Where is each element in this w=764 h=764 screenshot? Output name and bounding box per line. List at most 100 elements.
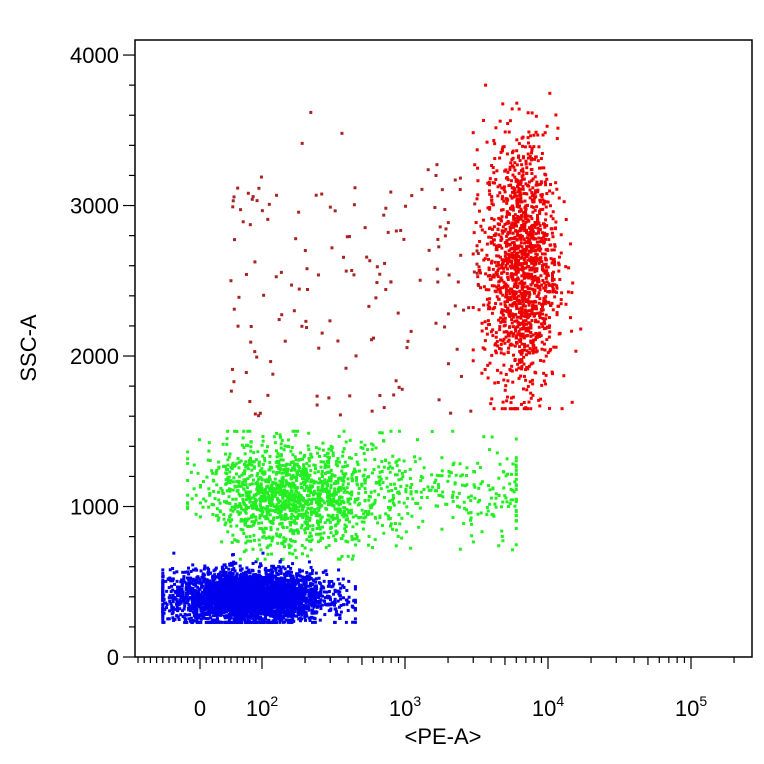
data-point [255,474,259,478]
data-point [263,620,267,624]
data-point [353,617,357,621]
data-point [458,462,462,466]
data-point [380,431,384,435]
data-point [339,500,343,504]
data-point [356,463,360,467]
data-point [242,586,246,590]
data-point [248,500,252,504]
data-point [350,538,354,542]
data-point [400,471,404,475]
data-point [245,576,249,580]
data-point [171,588,175,592]
data-point [260,467,264,471]
data-point [290,484,294,488]
data-point [313,584,317,588]
data-point [187,608,191,612]
data-point [319,536,323,540]
data-point [323,613,327,617]
data-point [310,593,314,597]
data-point [277,583,281,587]
data-point [397,469,401,473]
data-point [295,596,299,600]
data-point [305,517,309,521]
data-point [277,461,281,465]
data-point [261,551,265,555]
data-point [248,496,252,500]
data-point [282,600,286,604]
data-point [341,465,345,469]
data-point [297,573,301,577]
data-point [292,502,296,506]
data-point [347,510,351,514]
data-point [230,597,234,601]
data-point [230,563,234,567]
data-point [289,589,293,593]
data-point [232,618,236,622]
data-point [514,463,518,467]
data-point [244,620,248,624]
data-point [194,598,198,602]
data-point [203,607,207,611]
data-point [409,486,413,490]
data-point [404,487,408,491]
data-point [244,548,248,552]
data-point [245,574,249,578]
data-point [290,614,294,618]
data-point [205,579,209,583]
data-point [341,483,345,487]
data-point [350,479,354,483]
data-point [292,612,296,616]
data-point [221,585,225,589]
data-point [237,609,241,613]
data-point [249,445,253,449]
data-point [215,583,219,587]
data-point [290,584,294,588]
data-point [271,605,275,609]
data-point [276,451,280,455]
data-point [378,514,382,518]
data-point [279,567,283,571]
data-point [231,613,235,617]
data-point [239,615,243,619]
data-point [262,579,266,583]
data-point [200,598,204,602]
data-point [235,574,239,578]
data-point [291,466,295,470]
data-point [231,533,235,537]
data-point [209,583,213,587]
data-point [281,491,285,495]
data-point [427,488,431,492]
data-point [259,585,263,589]
data-point [364,515,368,519]
data-point [505,457,509,461]
data-point [206,569,210,573]
data-point [204,620,208,624]
data-point [247,589,251,593]
data-point [206,617,210,621]
data-point [373,489,377,493]
data-point [216,620,220,624]
data-point [363,443,367,447]
data-point [293,598,297,602]
data-point [275,485,279,489]
data-point [334,613,338,617]
data-point [302,505,306,509]
data-point [197,602,201,606]
data-point [425,495,429,499]
data-point [161,597,165,601]
data-point [199,617,203,621]
data-point [323,599,327,603]
data-point [166,617,170,621]
data-point [277,606,281,610]
data-point [267,536,271,540]
data-point [186,588,190,592]
data-point [161,591,165,595]
data-point [279,570,283,574]
data-point [409,490,413,494]
data-point [217,460,221,464]
data-point [401,475,405,479]
data-point [192,596,196,600]
data-point [433,489,437,493]
data-point [232,599,236,603]
data-point [281,482,285,486]
